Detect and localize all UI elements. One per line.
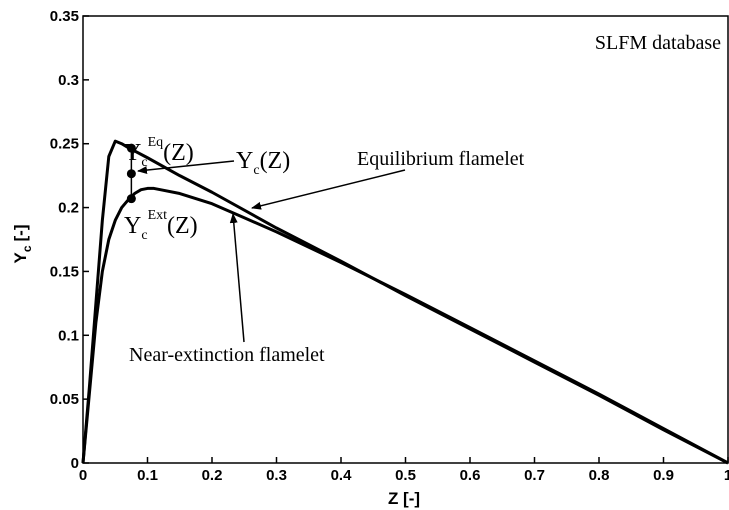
- y-axis-ticks: 0 0.05 0.1 0.15 0.2 0.25 0.3 0.35: [50, 8, 89, 472]
- box-label: SLFM database: [595, 32, 721, 54]
- equilibrium-label: Equilibrium flamelet: [357, 148, 525, 170]
- y-tick-label: 0.2: [58, 200, 79, 217]
- x-tick-label: 0.7: [524, 467, 545, 484]
- equilibrium-flamelet-line: [81, 139, 729, 465]
- yc-label: Yc(Z): [236, 148, 290, 178]
- yc-ext-label: YcExt(Z): [124, 208, 198, 243]
- x-tick-label: 0.9: [653, 467, 674, 484]
- x-tick-label: 0.1: [137, 467, 158, 484]
- x-tick-label: 0.6: [460, 467, 481, 484]
- y-axis-label: Yc[-]: [11, 224, 34, 263]
- x-axis-ticks: 0 0.1 0.2 0.3 0.4 0.5 0.6 0.7 0.8 0.9 1: [79, 457, 729, 484]
- near-extinction-arrow: [229, 213, 245, 343]
- y-tick-label: 0: [71, 455, 79, 472]
- x-tick-label: 0.5: [395, 467, 416, 484]
- x-tick-label: 0.3: [266, 467, 287, 484]
- x-tick-label: 0.8: [589, 467, 610, 484]
- plot-frame: [82, 15, 729, 464]
- marker-extinction: [126, 194, 136, 204]
- y-tick-label: 0.1: [58, 327, 79, 344]
- x-tick-label: 0.2: [202, 467, 223, 484]
- y-tick-label: 0.3: [58, 72, 79, 89]
- equilibrium-arrow: [251, 169, 406, 210]
- x-axis-label: Z [-]: [388, 489, 420, 508]
- x-tick-label: 0.4: [331, 467, 353, 484]
- x-tick-label: 0: [79, 467, 87, 484]
- y-tick-label: 0.15: [50, 263, 79, 280]
- yc-arrow: [137, 160, 235, 175]
- y-tick-label: 0.35: [50, 8, 79, 25]
- marker-yc: [126, 169, 136, 179]
- y-tick-label: 0.05: [50, 391, 79, 408]
- near-extinction-label: Near-extinction flamelet: [129, 344, 325, 366]
- y-tick-label: 0.25: [50, 136, 79, 153]
- near-extinction-flamelet-line: [81, 186, 729, 465]
- marker-equilibrium: [126, 143, 136, 153]
- yc-eq-label: YcEq(Z): [124, 135, 194, 170]
- x-tick-label: 1: [724, 467, 729, 484]
